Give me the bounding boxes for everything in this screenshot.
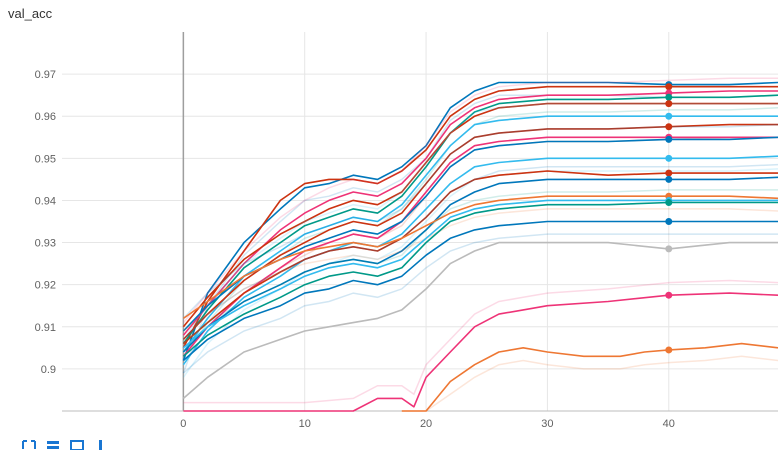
highlight-point <box>665 123 673 131</box>
y-axis-ticks: 0.9 0.91 0.92 0.93 0.94 0.95 0.96 0.97 <box>35 69 56 376</box>
series-raw-line <box>182 102 778 340</box>
series-raw-line <box>182 136 778 353</box>
x-tick-label: 0 <box>180 418 186 430</box>
highlight-point <box>665 93 673 101</box>
series-layer <box>182 77 778 412</box>
chart-toolbar <box>22 437 108 451</box>
x-axis-ticks: 0 10 20 30 40 <box>180 418 675 430</box>
highlight-point <box>665 175 673 183</box>
series-raw-line <box>182 233 778 374</box>
series-raw-line <box>182 123 778 319</box>
highlight-point <box>665 346 673 354</box>
series-line <box>182 241 778 400</box>
y-tick-label: 0.9 <box>41 364 56 376</box>
series-line <box>182 94 778 345</box>
series-line <box>182 115 778 353</box>
highlight-point <box>665 154 673 162</box>
highlight-point <box>665 291 673 299</box>
series-line <box>182 90 778 336</box>
series-raw-line <box>182 208 778 332</box>
y-tick-label: 0.91 <box>35 322 56 334</box>
y-tick-label: 0.93 <box>35 238 56 250</box>
highlight-point <box>665 199 673 207</box>
series-line <box>401 342 778 412</box>
y-tick-label: 0.92 <box>35 280 56 292</box>
download-icon[interactable] <box>94 437 108 450</box>
series-line <box>182 136 778 357</box>
series-line <box>182 176 778 353</box>
series-raw-line <box>401 355 778 412</box>
y-tick-label: 0.97 <box>35 69 56 81</box>
series-line <box>182 81 778 361</box>
y-tick-label: 0.96 <box>35 111 56 123</box>
series-raw-line <box>183 279 778 404</box>
chart-title: val_acc <box>8 6 53 21</box>
series-line <box>182 155 778 366</box>
series-line <box>182 123 778 340</box>
series-raw-line <box>182 77 778 324</box>
series-raw-line <box>182 189 778 345</box>
highlight-point <box>665 112 673 120</box>
series-line <box>182 201 778 357</box>
series-line <box>182 220 778 362</box>
x-tick-label: 20 <box>420 418 432 430</box>
highlight-point <box>665 135 673 143</box>
highlight-point <box>665 245 673 253</box>
highlight-point <box>665 100 673 108</box>
y-tick-label: 0.94 <box>35 195 56 207</box>
series-line <box>182 102 778 328</box>
series-line <box>182 85 778 349</box>
series-line <box>182 170 778 345</box>
series-line <box>182 199 778 349</box>
series-line <box>182 195 778 320</box>
highlight-point <box>665 83 673 91</box>
highlight-point <box>665 218 673 225</box>
x-tick-label: 40 <box>663 418 675 430</box>
highlight-markers <box>665 81 673 354</box>
expand-icon[interactable] <box>22 437 36 449</box>
highlight-point <box>665 169 673 177</box>
data-list-icon[interactable] <box>46 437 60 449</box>
x-tick-label: 10 <box>299 418 311 430</box>
x-tick-label: 30 <box>541 418 553 430</box>
y-tick-label: 0.95 <box>35 153 56 165</box>
series-line <box>183 292 778 412</box>
fit-domain-icon[interactable] <box>70 437 84 451</box>
series-raw-line <box>182 163 778 340</box>
